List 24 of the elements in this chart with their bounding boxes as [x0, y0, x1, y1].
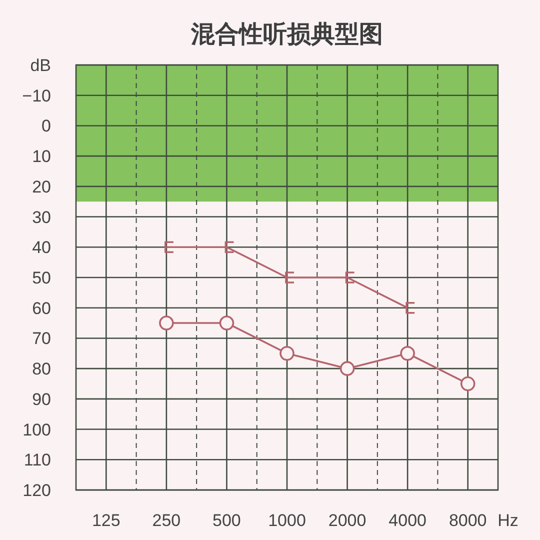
y-tick-label: 60 [32, 298, 51, 318]
x-tick-label: 2000 [328, 511, 366, 530]
x-tick-label: 8000 [448, 511, 487, 530]
y-tick-label: 10 [32, 147, 51, 166]
x-tick-label: 125 [92, 511, 120, 530]
y-tick-label: 70 [32, 329, 51, 348]
y-tick-label: 30 [32, 208, 51, 227]
y-tick-label: 80 [32, 360, 51, 379]
chart-title: 混合性听损典型图 [190, 21, 383, 48]
x-tick-label: 1000 [268, 511, 306, 530]
y-tick-label: 120 [22, 481, 51, 500]
y-tick-label: 20 [32, 177, 51, 196]
y-tick-label: −10 [22, 86, 51, 106]
x-axis-title: Hz [498, 511, 518, 530]
x-tick-label: 500 [212, 511, 241, 530]
y-tick-label: 0 [42, 116, 51, 136]
y-tick-label: 40 [32, 238, 51, 258]
x-tick-label: 250 [152, 511, 181, 530]
y-tick-label: 50 [32, 268, 51, 288]
y-tick-label: dB [30, 56, 51, 75]
y-tick-label: 110 [24, 450, 51, 470]
y-tick-label: 90 [32, 390, 51, 409]
x-tick-label: 4000 [388, 511, 426, 530]
y-tick-label: 100 [22, 420, 51, 440]
